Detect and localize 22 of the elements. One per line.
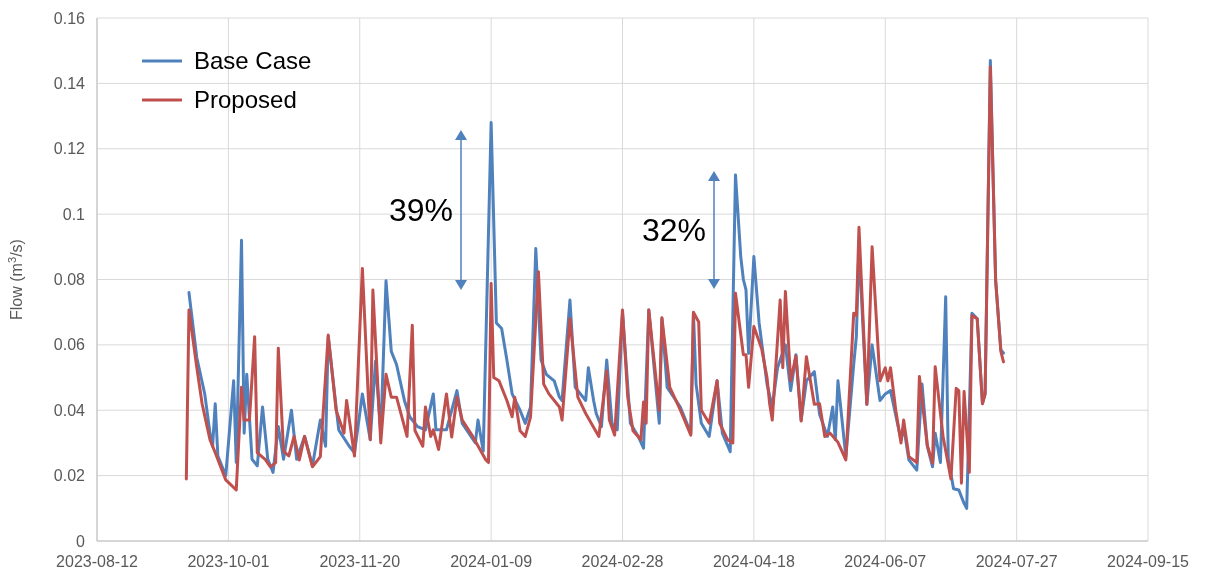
x-tick-label: 2024-07-27 <box>975 553 1058 570</box>
y-tick-label: 0.04 <box>53 401 86 419</box>
y-tick-label: 0.1 <box>62 205 86 223</box>
annotation: 39% <box>388 192 453 229</box>
y-tick-label: 0.12 <box>53 140 86 158</box>
y-tick-label: 0.16 <box>53 9 86 27</box>
x-tick-label: 2024-06-07 <box>844 553 927 570</box>
legend-label: Base Case <box>194 47 312 75</box>
x-tick-label: 2023-08-12 <box>56 553 139 570</box>
x-tick-label: 2024-02-28 <box>581 553 664 570</box>
legend-label: Proposed <box>194 86 297 114</box>
y-tick-label: 0.08 <box>53 271 86 289</box>
x-tick-label: 2024-04-18 <box>712 553 795 570</box>
x-tick-label: 2023-10-01 <box>187 553 270 570</box>
y-tick-label: 0.06 <box>53 336 86 354</box>
y-tick-label: 0.14 <box>53 74 86 92</box>
x-tick-label: 2024-09-15 <box>1107 553 1190 570</box>
x-tick-label: 2023-11-20 <box>319 553 401 570</box>
y-tick-label: 0 <box>76 532 86 550</box>
y-tick-label: 0.02 <box>53 467 86 485</box>
x-tick-label: 2024-01-09 <box>450 553 533 570</box>
annotation: 32% <box>641 212 706 249</box>
